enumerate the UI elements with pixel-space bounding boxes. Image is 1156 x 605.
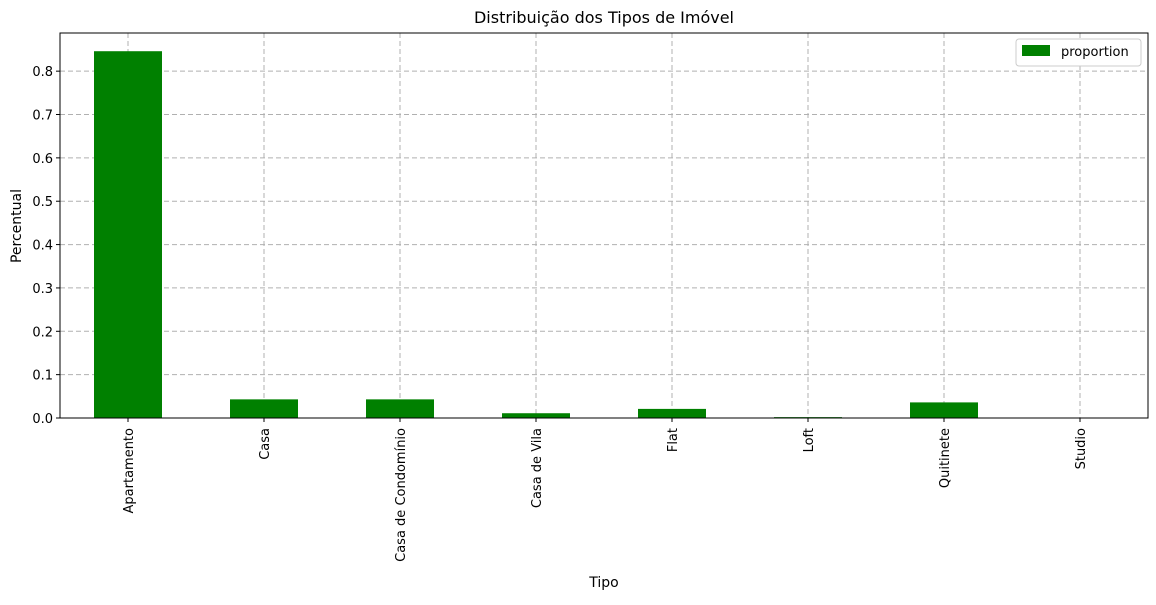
bar <box>366 399 434 418</box>
legend: proportion <box>1015 38 1142 67</box>
x-tick-label: Studio <box>1074 428 1089 469</box>
x-tick-label: Apartamento <box>122 428 137 514</box>
y-tick-label: 0.2 <box>32 325 53 340</box>
x-tick-label: Quitinete <box>938 428 953 488</box>
bar <box>94 51 162 418</box>
x-axis-title: Tipo <box>588 575 618 591</box>
bars <box>94 51 978 418</box>
legend-swatch <box>1022 45 1050 56</box>
y-tick-label: 0.6 <box>32 152 53 167</box>
x-tick-label: Casa <box>258 428 273 460</box>
chart-title: Distribuição dos Tipos de Imóvel <box>474 8 734 27</box>
y-tick-label: 0.1 <box>32 369 53 384</box>
axes <box>56 32 1149 422</box>
x-tick-labels: Apartamento Casa Casa de Condomínio Casa de… <box>122 428 1089 562</box>
bar <box>638 408 706 418</box>
bar <box>502 413 570 418</box>
legend-label: proportion <box>1061 45 1129 60</box>
y-tick-label: 0.4 <box>32 239 53 254</box>
bar <box>230 399 298 418</box>
y-tick-label: 0.8 <box>32 65 53 80</box>
y-tick-label: 0.5 <box>32 195 53 210</box>
y-tick-label: 0.7 <box>32 109 53 124</box>
plot-frame <box>59 32 1149 419</box>
y-axis-title: Percentual <box>9 189 25 263</box>
y-tick-label: 0.0 <box>32 412 53 427</box>
grid <box>60 33 1148 419</box>
x-tick-label: Loft <box>802 428 817 452</box>
x-tick-label: Casa de Condomínio <box>394 428 409 562</box>
x-tick-label: Casa de Vila <box>530 428 545 508</box>
y-tick-label: 0.3 <box>32 282 53 297</box>
y-tick-labels: 0.0 0.1 0.2 0.3 0.4 0.5 0.6 0.7 0.8 <box>32 65 53 427</box>
bar <box>910 402 978 418</box>
x-tick-label: Flat <box>666 428 681 452</box>
